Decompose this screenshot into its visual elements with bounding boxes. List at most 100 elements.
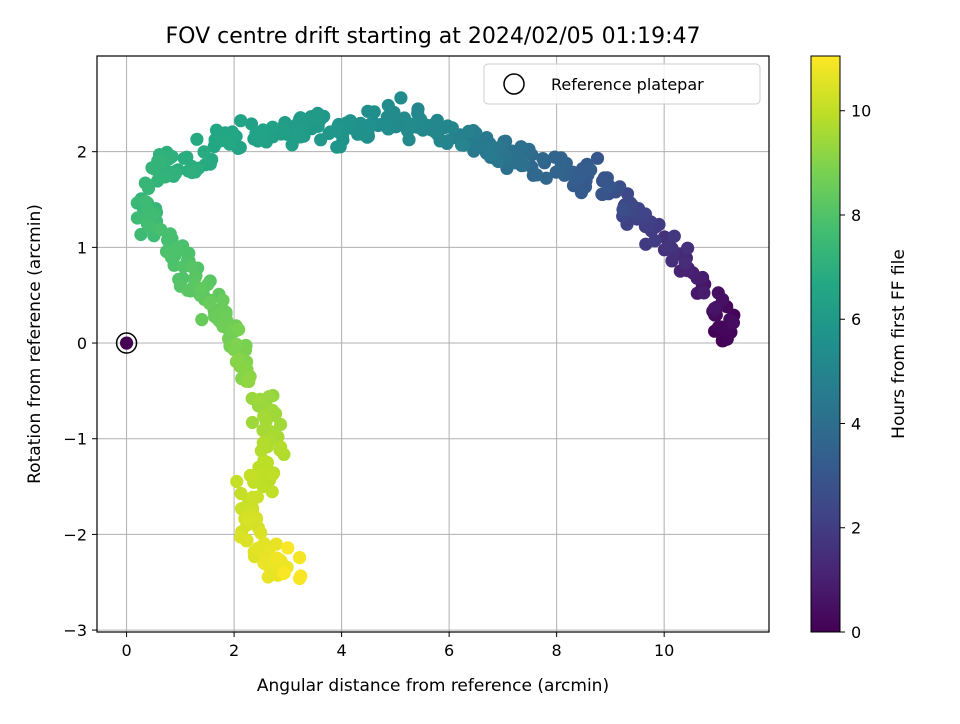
data-point bbox=[151, 173, 165, 187]
y-tick-label: −3 bbox=[63, 621, 87, 640]
data-point bbox=[241, 513, 256, 527]
y-tick-label: −2 bbox=[63, 525, 87, 544]
x-axis-ticks: 0 2 4 6 8 10 bbox=[121, 632, 674, 660]
data-point bbox=[274, 440, 288, 454]
data-point bbox=[285, 138, 299, 152]
data-point bbox=[697, 286, 711, 300]
x-tick-label: 4 bbox=[337, 641, 347, 660]
x-tick-label: 8 bbox=[552, 641, 562, 660]
data-point bbox=[185, 260, 199, 274]
data-point bbox=[216, 293, 230, 307]
data-point bbox=[314, 133, 328, 147]
data-point bbox=[269, 537, 283, 551]
data-point bbox=[616, 203, 630, 217]
data-point bbox=[142, 220, 156, 234]
data-point bbox=[239, 534, 254, 548]
data-point bbox=[716, 292, 730, 307]
data-point bbox=[678, 256, 692, 270]
data-point bbox=[230, 474, 244, 489]
data-point bbox=[254, 526, 268, 540]
reference-marker bbox=[115, 332, 138, 354]
data-point bbox=[404, 117, 418, 131]
data-point bbox=[667, 229, 681, 243]
data-point bbox=[310, 110, 324, 124]
chart-title: FOV centre drift starting at 2024/02/05 … bbox=[166, 24, 701, 49]
data-point bbox=[195, 313, 209, 327]
colorbar-tick-label: 10 bbox=[851, 102, 871, 121]
x-tick-label: 2 bbox=[229, 641, 239, 660]
data-point bbox=[355, 127, 370, 141]
data-point bbox=[293, 551, 307, 565]
data-point bbox=[514, 140, 528, 154]
data-point bbox=[253, 392, 267, 406]
data-point bbox=[660, 240, 674, 254]
data-point bbox=[394, 91, 408, 105]
data-point bbox=[491, 154, 505, 169]
data-point bbox=[718, 324, 732, 338]
data-point bbox=[281, 541, 295, 555]
data-point bbox=[147, 207, 161, 221]
data-point bbox=[234, 114, 248, 128]
data-point bbox=[590, 151, 605, 165]
y-axis-ticks: −3 −2 −1 0 1 2 bbox=[63, 143, 97, 640]
colorbar bbox=[810, 55, 841, 633]
data-point bbox=[548, 150, 562, 164]
y-tick-label: 0 bbox=[77, 334, 87, 353]
data-point bbox=[234, 487, 248, 501]
data-point bbox=[726, 316, 741, 330]
data-point bbox=[441, 119, 455, 133]
data-point bbox=[233, 140, 247, 155]
data-point bbox=[367, 105, 381, 119]
data-point bbox=[584, 163, 598, 177]
colorbar-ticks: 0 2 4 6 8 10 bbox=[840, 102, 871, 642]
colorbar-tick-label: 0 bbox=[851, 623, 861, 642]
data-points bbox=[130, 91, 741, 586]
data-point bbox=[202, 296, 216, 310]
data-point bbox=[274, 417, 288, 432]
data-point bbox=[482, 147, 496, 161]
colorbar-tick-label: 2 bbox=[851, 519, 861, 538]
plot-frame bbox=[96, 55, 770, 633]
data-point bbox=[462, 124, 476, 138]
data-point bbox=[230, 337, 244, 352]
colorbar-tick-label: 4 bbox=[851, 414, 861, 433]
data-point bbox=[145, 161, 159, 175]
colorbar-tick-label: 8 bbox=[851, 206, 861, 225]
data-point bbox=[536, 152, 550, 166]
data-point bbox=[291, 122, 305, 137]
data-point bbox=[707, 301, 722, 316]
data-point bbox=[602, 179, 616, 193]
y-tick-label: −1 bbox=[63, 430, 87, 449]
data-point bbox=[138, 176, 152, 190]
reference-point bbox=[119, 336, 134, 350]
data-point bbox=[232, 323, 246, 337]
data-point bbox=[245, 415, 259, 430]
x-tick-label: 6 bbox=[444, 641, 454, 660]
data-point bbox=[270, 551, 284, 565]
data-point bbox=[381, 98, 395, 113]
legend-entry-label: Reference platepar bbox=[551, 75, 704, 94]
data-point bbox=[254, 444, 268, 458]
data-point bbox=[243, 468, 257, 483]
data-point bbox=[197, 145, 211, 159]
y-axis-label: Rotation from reference (arcmin) bbox=[25, 204, 45, 484]
reference-ring-icon bbox=[115, 332, 138, 354]
colorbar-label: Hours from first FF file bbox=[889, 249, 909, 439]
data-point bbox=[242, 374, 256, 388]
x-tick-label: 0 bbox=[121, 641, 131, 660]
x-axis-label: Angular distance from reference (arcmin) bbox=[257, 676, 609, 696]
data-point bbox=[170, 241, 184, 255]
data-point bbox=[530, 168, 544, 182]
data-point bbox=[381, 122, 396, 136]
data-point bbox=[269, 407, 283, 421]
x-tick-label: 10 bbox=[654, 641, 674, 660]
data-point bbox=[194, 282, 208, 296]
data-point bbox=[454, 138, 469, 152]
data-point bbox=[265, 468, 280, 482]
data-point bbox=[257, 556, 271, 570]
y-tick-label: 1 bbox=[77, 238, 87, 257]
data-point bbox=[185, 165, 199, 180]
data-point bbox=[254, 133, 268, 147]
data-point bbox=[246, 490, 260, 504]
